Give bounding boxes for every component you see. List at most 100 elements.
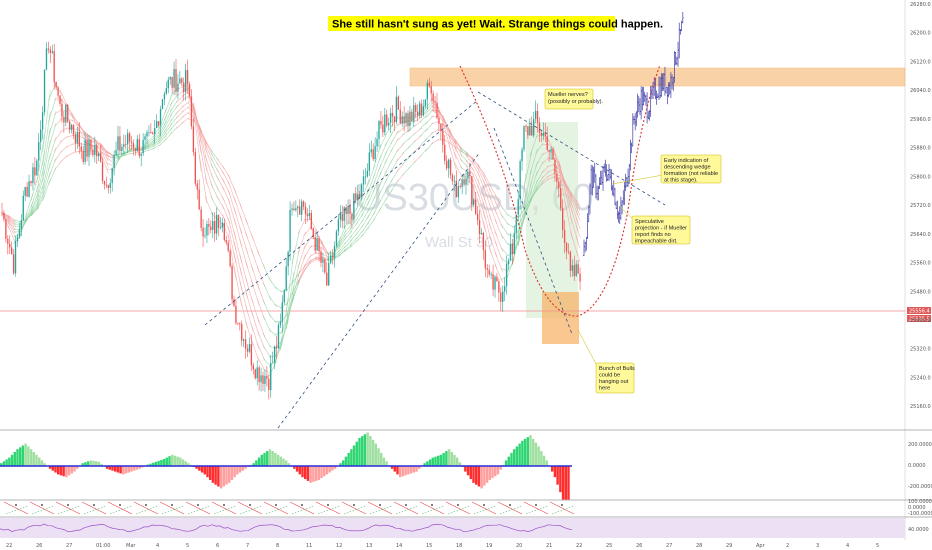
candle-body [534,110,537,120]
annotation-bulls[interactable]: Bunch of Bulls could be hanging out here [595,362,635,394]
sawtooth-dot [483,504,485,506]
y-tick-label: 25960.0 [910,117,931,123]
y-tick-label: 25160.0 [910,404,931,410]
ema-segment [448,129,457,143]
candle-body [26,186,28,197]
x-tick-label: 27 [66,543,72,549]
wedge-upper[interactable] [477,91,666,206]
histogram-bar [317,466,320,480]
histogram-bar [162,459,166,466]
candle-body [351,213,353,220]
histogram-bar [2,461,6,466]
oscillator-rsi[interactable] [0,523,573,533]
histogram-bar [38,457,41,466]
ema-segment [94,141,103,147]
candle-body [14,241,17,274]
candle-body [548,150,550,152]
candle-body [426,82,429,100]
histogram-bar [228,466,231,483]
candle-body [387,122,390,126]
candle-body [125,144,127,146]
histogram-bar [401,466,405,477]
histogram-bar [67,466,71,476]
candle-body [565,242,568,252]
candle-body [563,229,566,243]
sawtooth-red [211,501,237,515]
consolidation-zone[interactable] [526,122,578,318]
callout-pointer-1 [611,174,664,185]
candle-body [339,213,342,220]
ema-segment [48,122,57,150]
ema-segment [77,129,86,136]
osc2-tick-label: -100.0000 [908,511,932,517]
histogram-bar [16,449,19,466]
price-tag-2-label: 25535.5 [909,317,930,323]
resistance-zone[interactable] [409,67,906,87]
candle-body [154,128,156,135]
ema-segment [523,151,533,188]
sawtooth-dot [353,504,355,506]
candle-body [200,209,202,228]
histogram-bar [358,438,361,466]
histogram-bar [404,466,407,476]
histogram-bar [504,460,508,466]
sawtooth-red [315,501,341,515]
histogram-bar [328,466,331,473]
sawtooth-red [29,501,55,515]
x-tick-label: 25 [606,543,612,549]
oscillator-sawtooth[interactable] [3,501,575,515]
candle-body [32,167,34,184]
candle-body [155,121,158,129]
histogram-bar [263,452,266,466]
annotation-projection[interactable]: Speculative projection - if Mueller repo… [631,215,691,245]
oscillator-histogram[interactable] [0,432,570,500]
histogram-bar [499,466,502,470]
candle-body [561,208,564,230]
candle-body [405,113,407,124]
candle-body [196,183,198,190]
y-tick-label: 25640.0 [910,232,931,238]
ema-segment [454,152,463,169]
channel-upper[interactable] [204,99,479,326]
candle-body [328,262,330,286]
sawtooth-green [369,505,393,515]
candle-body [36,160,38,176]
oscillator-axis-labels: 200.00000.0000-200.0000100.00000.0000-10… [908,442,932,533]
histogram-bar [257,457,261,466]
annotation-wedge[interactable]: Early indication of descending wedge for… [660,154,722,184]
histogram-bar [130,466,133,472]
speculative-arc[interactable] [459,64,661,317]
ema-segment [523,168,533,205]
price-axis[interactable] [905,0,932,550]
candle-body [320,251,322,263]
x-tick-label: 26 [36,543,42,549]
ema-segment [175,105,184,114]
candle-body [349,206,351,214]
candle-body [384,114,386,133]
histogram-bar [494,466,497,477]
histogram-bar [480,466,483,489]
histogram-bar [19,447,22,466]
ema-segment [7,224,16,244]
ema-segment [42,89,51,153]
bull-zone[interactable] [542,292,579,344]
histogram-bar [184,461,187,466]
histogram-bar [526,437,529,466]
candle-body [117,136,119,151]
x-tick-label: 6 [216,543,219,549]
ema-segment [575,206,581,216]
annotation-wedge-line1: Early indication of [664,158,709,164]
histogram-bar [203,466,206,475]
histogram-bar [92,460,95,466]
x-axis-labels: 22 26 27 01:00 Mar 4 5 6 7 8 11 12 13 14 15 18 19 20 21 22 2… [6,543,879,549]
candle-body [231,266,233,300]
histogram-bar [431,457,434,466]
histogram-bar [491,466,494,479]
histogram-bar [252,463,255,466]
wedge-lower[interactable] [493,127,573,335]
histogram-bar [466,466,470,476]
ema-segment [425,105,434,115]
annotation-mueller[interactable]: Mueller nerves? (possibly or probably). [544,88,603,110]
ema-segment [100,148,109,167]
